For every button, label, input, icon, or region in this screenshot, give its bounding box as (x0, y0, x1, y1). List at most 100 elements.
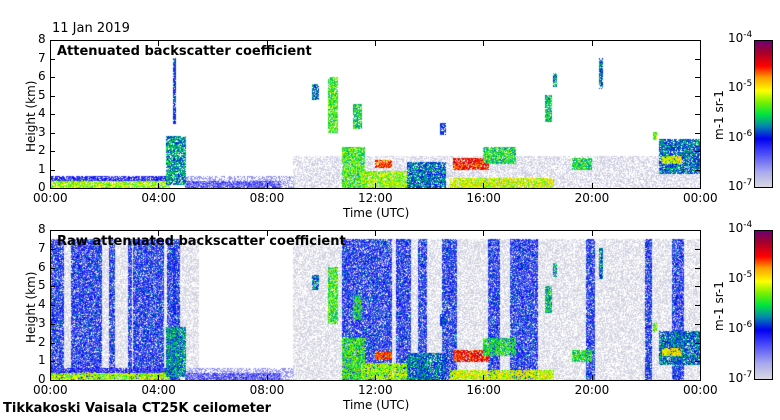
x-tick-label: 00:00 (33, 383, 68, 397)
y-tick-label: 4 (38, 297, 46, 311)
x-tick-label: 08:00 (249, 383, 285, 397)
y-tick-label: 1 (38, 161, 46, 176)
y-tick-mark (695, 323, 700, 325)
y-tick-mark (695, 95, 700, 97)
x-tick-mark (158, 183, 160, 189)
y-tick-mark (695, 380, 700, 381)
y-tick-mark (50, 323, 55, 325)
y-tick-mark (695, 361, 700, 363)
y-tick-mark (695, 342, 700, 344)
y-tick-label: 8 (38, 222, 46, 236)
panel-title: Raw attenuated backscatter coefficient (57, 234, 346, 249)
x-tick-mark (50, 183, 51, 189)
colorbar (754, 230, 773, 380)
x-tick-label: 00:00 (683, 383, 718, 397)
x-tick-mark (591, 375, 593, 381)
y-tick-label: 0 (38, 372, 46, 386)
x-tick-mark (591, 40, 593, 46)
colorbar-tick-label: 10-6 (728, 320, 753, 335)
y-tick-mark (695, 40, 700, 41)
x-tick-mark (266, 183, 268, 189)
colorbar-tick-exponent: -6 (743, 128, 753, 139)
x-tick-mark (158, 375, 160, 381)
heatmap-canvas-1 (50, 230, 700, 380)
colorbar (754, 40, 773, 188)
y-axis-label: Height (km) (24, 80, 38, 152)
x-tick-label: 16:00 (466, 191, 501, 205)
colorbar-tick-exponent: -7 (743, 370, 753, 380)
x-tick-mark (375, 230, 376, 236)
colorbar-tick-exponent: -5 (743, 270, 753, 280)
x-tick-label: 00:00 (683, 191, 718, 205)
y-tick-label: 3 (38, 124, 46, 139)
y-tick-label: 6 (38, 259, 46, 274)
y-tick-mark (695, 248, 700, 250)
y-tick-mark (695, 58, 700, 60)
colorbar-tick-exponent: -6 (743, 320, 753, 330)
y-tick-label: 3 (38, 315, 46, 330)
x-tick-mark (375, 183, 376, 189)
y-tick-label: 1 (38, 353, 46, 368)
x-tick-mark (483, 375, 485, 381)
y-tick-label: 8 (38, 32, 46, 46)
x-tick-mark (158, 230, 160, 236)
x-tick-mark (700, 230, 701, 236)
y-tick-mark (50, 342, 55, 344)
y-tick-mark (50, 114, 55, 115)
x-tick-label: 04:00 (141, 383, 176, 397)
y-tick-mark (50, 267, 55, 269)
x-tick-label: 20:00 (574, 383, 610, 397)
y-tick-mark (695, 230, 700, 231)
y-tick-mark (50, 230, 55, 231)
y-tick-mark (50, 151, 55, 152)
colorbar-tick-label: 10-5 (728, 270, 753, 285)
x-tick-mark (266, 375, 268, 381)
plot-frame-0 (50, 40, 701, 189)
colorbar-tick-label: 10-7 (728, 178, 753, 193)
x-tick-label: 16:00 (466, 383, 501, 397)
y-tick-mark (50, 95, 55, 97)
y-tick-mark (50, 248, 55, 250)
y-tick-mark (695, 77, 700, 78)
y-tick-mark (50, 188, 55, 189)
colorbar-tick-exponent: -4 (743, 220, 753, 230)
x-tick-mark (375, 375, 376, 381)
x-tick-mark (700, 183, 701, 189)
x-tick-mark (266, 40, 268, 46)
x-tick-mark (591, 183, 593, 189)
y-tick-mark (695, 169, 700, 171)
x-tick-mark (591, 230, 593, 236)
y-tick-mark (695, 267, 700, 269)
colorbar-label: m-1 sr-1 (712, 281, 726, 331)
x-tick-mark (50, 375, 51, 381)
y-tick-mark (695, 305, 700, 306)
y-tick-mark (50, 380, 55, 381)
x-tick-mark (700, 375, 701, 381)
colorbar-label: m-1 sr-1 (712, 90, 726, 140)
y-tick-mark (50, 169, 55, 171)
y-tick-mark (695, 286, 700, 288)
x-tick-label: 08:00 (249, 191, 285, 205)
colorbar-tick-exponent: -7 (743, 178, 753, 188)
x-tick-label: 04:00 (141, 191, 176, 205)
plot-frame-1 (50, 230, 701, 381)
colorbar-tick-label: 10-7 (728, 370, 753, 385)
colorbar-tick-exponent: -5 (743, 79, 753, 90)
colorbar-tick-label: 10-5 (728, 79, 753, 95)
y-tick-label: 2 (38, 143, 46, 157)
y-tick-label: 7 (38, 50, 46, 65)
x-tick-mark (50, 40, 51, 46)
x-tick-mark (483, 183, 485, 189)
y-tick-mark (695, 188, 700, 189)
x-tick-label: 00:00 (33, 191, 68, 205)
x-tick-label: 12:00 (358, 383, 393, 397)
instrument-footer: Tikkakoski Vaisala CT25K ceilometer (3, 401, 272, 416)
x-tick-mark (375, 40, 376, 46)
y-tick-label: 5 (38, 278, 46, 293)
y-tick-mark (50, 132, 55, 134)
y-tick-mark (50, 361, 55, 363)
date-label: 11 Jan 2019 (52, 21, 130, 36)
y-tick-mark (695, 132, 700, 134)
y-tick-label: 6 (38, 69, 46, 83)
